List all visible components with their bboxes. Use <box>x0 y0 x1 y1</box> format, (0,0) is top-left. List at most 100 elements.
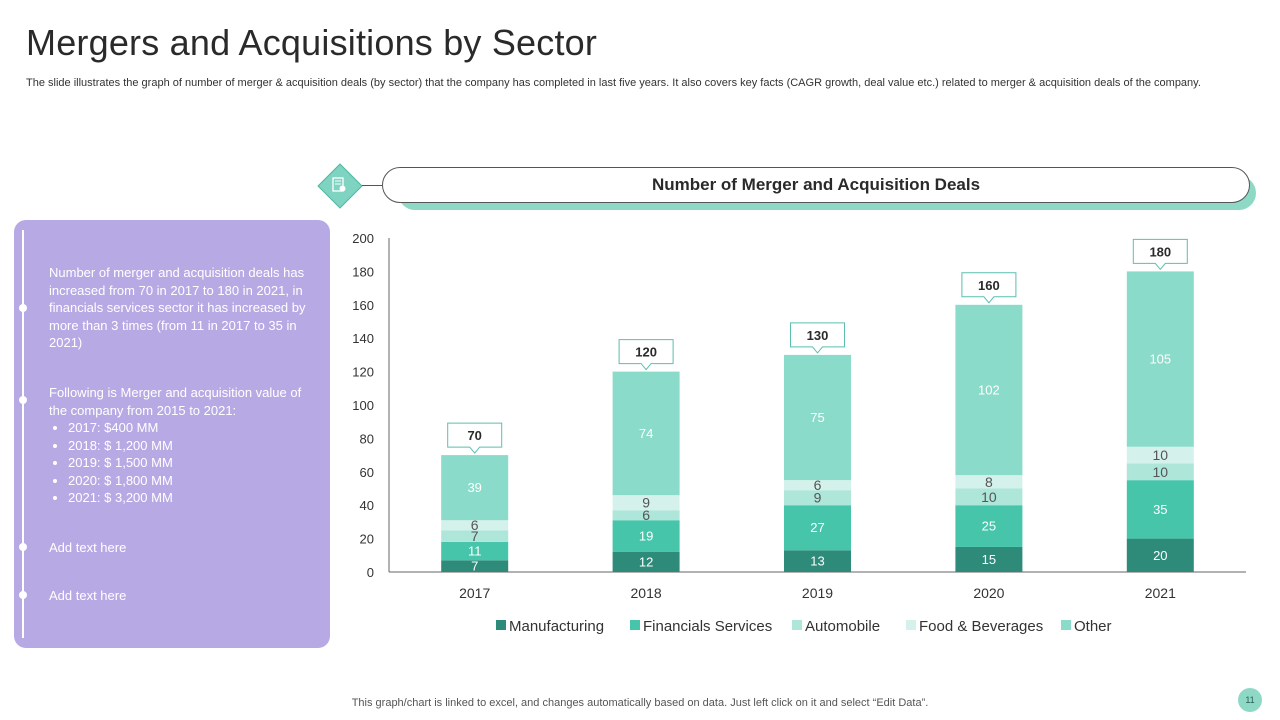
bar-data-label: 74 <box>639 426 653 441</box>
legend-entry: Manufacturing <box>509 618 604 635</box>
deal-value-list: 2017: $400 MM 2018: $ 1,200 MM 2019: $ 1… <box>49 419 321 507</box>
bar-segment <box>784 480 851 491</box>
y-tick-label: 160 <box>352 298 374 313</box>
bar-data-label: 6 <box>814 477 822 493</box>
legend-entry: Other <box>1074 618 1112 635</box>
bar-data-label: 12 <box>639 554 653 569</box>
y-tick-label: 80 <box>360 431 374 446</box>
page-title: Mergers and Acquisitions by Sector <box>26 22 598 63</box>
total-label: 130 <box>807 328 829 343</box>
y-tick-label: 20 <box>360 532 374 547</box>
bar-segment <box>441 520 509 531</box>
bar-data-label: 6 <box>471 517 479 533</box>
bar-segment <box>1126 538 1194 572</box>
y-tick-label: 140 <box>352 331 374 346</box>
bar-data-label: 19 <box>639 529 653 544</box>
bar-segment <box>955 304 1023 476</box>
bar-segment <box>612 520 680 552</box>
bar-data-label: 102 <box>978 382 1000 397</box>
y-tick-label: 60 <box>360 465 374 480</box>
deal-value-item: 2019: $ 1,500 MM <box>68 454 321 472</box>
y-tick-label: 180 <box>352 264 374 279</box>
x-tick-label: 2017 <box>459 585 490 601</box>
x-tick-label: 2020 <box>973 585 1004 601</box>
bar-data-label: 7 <box>471 528 479 544</box>
bar-data-label: 9 <box>814 490 822 506</box>
timeline-dot <box>19 304 27 312</box>
timeline-dot <box>19 396 27 404</box>
bar-segment <box>955 546 1023 572</box>
bar-segment <box>441 455 509 521</box>
bar-segment <box>955 488 1023 506</box>
legend-entry: Automobile <box>805 618 880 635</box>
bar-data-label: 13 <box>810 554 824 569</box>
legend-entry: Financials Services <box>643 618 772 635</box>
bar-data-label: 8 <box>985 474 993 490</box>
bar-data-label: 27 <box>810 520 824 535</box>
bar-segment <box>784 550 851 572</box>
bar-segment <box>784 505 851 551</box>
bar-segment <box>612 495 680 511</box>
bar-segment <box>441 541 509 561</box>
legend-entry: Food & Beverages <box>919 618 1043 635</box>
x-tick-label: 2018 <box>631 585 662 601</box>
bar-data-label: 35 <box>1153 502 1167 517</box>
legend-swatch <box>496 620 506 630</box>
bar-data-label: 75 <box>810 410 824 425</box>
panel-point-2: Following is Merger and acquisition valu… <box>49 384 321 507</box>
bar-data-label: 105 <box>1149 352 1171 367</box>
total-label: 120 <box>635 345 657 360</box>
bar-segment <box>955 475 1023 489</box>
total-callout-box <box>790 322 845 354</box>
x-tick-label: 2019 <box>802 585 833 601</box>
y-tick-label: 100 <box>352 398 374 413</box>
bar-data-label: 15 <box>982 552 996 567</box>
bar-segment <box>1126 463 1194 481</box>
bar-data-label: 25 <box>982 519 996 534</box>
x-tick-label: 2021 <box>1145 585 1176 601</box>
bar-segment <box>441 560 509 572</box>
deal-value-item: 2021: $ 3,200 MM <box>68 489 321 507</box>
document-chart-icon <box>332 177 346 192</box>
chart-icon-badge <box>317 163 363 209</box>
y-tick-label: 40 <box>360 498 374 513</box>
legend-swatch <box>630 620 640 630</box>
deal-value-item: 2017: $400 MM <box>68 419 321 437</box>
timeline-dot <box>19 591 27 599</box>
bar-segment <box>612 551 680 572</box>
bar-segment <box>1126 271 1194 447</box>
total-callout-box <box>1132 238 1188 271</box>
page-number: 11 <box>1238 688 1262 712</box>
y-tick-label: 120 <box>352 365 374 380</box>
bar-data-label: 7 <box>471 559 478 574</box>
timeline-dot <box>19 543 27 551</box>
panel-timeline <box>22 230 24 638</box>
footer-note: This graph/chart is linked to excel, and… <box>351 697 929 709</box>
bar-segment <box>1126 480 1194 539</box>
bar-segment <box>784 354 851 481</box>
legend-swatch <box>792 620 802 630</box>
deal-value-item: 2018: $ 1,200 MM <box>68 437 321 455</box>
bar-data-label: 10 <box>1153 447 1169 463</box>
panel-point-3: Add text here <box>49 540 127 555</box>
total-label: 180 <box>1149 244 1171 259</box>
page-subtitle: The slide illustrates the graph of numbe… <box>26 77 1201 89</box>
bar-data-label: 9 <box>642 495 650 511</box>
bar-segment <box>612 510 680 521</box>
chart-header: Number of Merger and Acquisition Deals <box>382 167 1250 203</box>
legend-swatch <box>906 620 916 630</box>
bar-data-label: 20 <box>1153 548 1167 563</box>
info-panel: Number of merger and acquisition deals h… <box>14 220 330 648</box>
panel-point-1: Number of merger and acquisition deals h… <box>49 265 306 350</box>
panel-point-2-intro: Following is Merger and acquisition valu… <box>49 385 302 418</box>
deal-value-item: 2020: $ 1,800 MM <box>68 472 321 490</box>
bar-data-label: 10 <box>1153 464 1169 480</box>
total-callout-box <box>447 422 503 454</box>
bar-data-label: 11 <box>468 544 482 559</box>
bar-segment <box>612 371 680 496</box>
bar-segment <box>784 490 851 506</box>
bar-segment <box>441 530 509 542</box>
bar-segment <box>955 505 1023 547</box>
panel-point-4: Add text here <box>49 588 127 603</box>
